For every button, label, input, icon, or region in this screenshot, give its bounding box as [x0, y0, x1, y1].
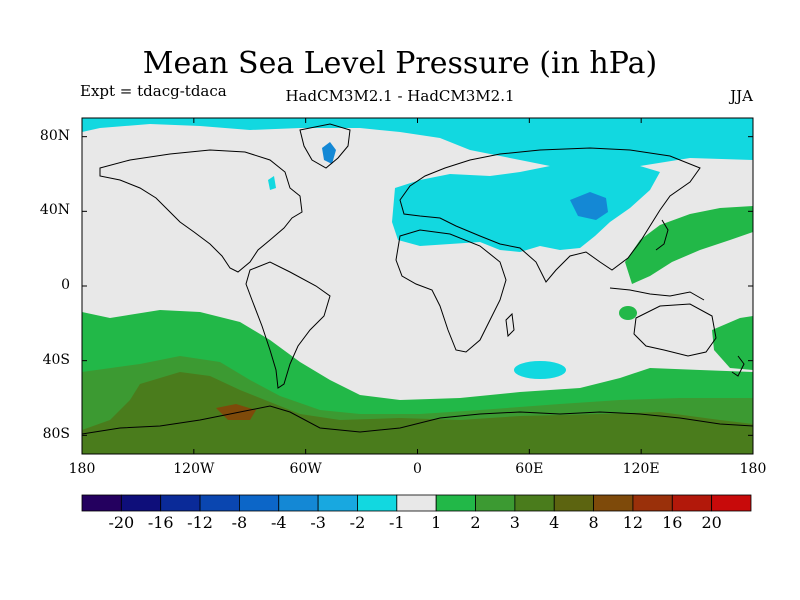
greenland-coast [299, 123, 351, 169]
colorbar-label: -1 [389, 513, 405, 532]
colorbar-label: -2 [349, 513, 366, 532]
y-tick-label: 40N [39, 202, 70, 219]
model-label: HadCM3M2.1 - HadCM3M2.1 [285, 87, 515, 105]
colorbar-swatch [475, 494, 516, 512]
colorbar-label: -4 [270, 513, 287, 532]
x-tick-label: 60W [289, 461, 322, 477]
colorbar-label: 4 [549, 513, 560, 532]
madagascar-coast [505, 312, 515, 338]
eurasia-negative-anomaly [392, 160, 660, 252]
maritime-positive-anomaly [619, 306, 637, 320]
colorbar [81, 494, 752, 512]
colorbar-label: 3 [509, 513, 520, 532]
colorbar-label: -3 [310, 513, 326, 532]
colorbar-swatch [278, 494, 319, 512]
x-tick-label: 0 [413, 461, 422, 477]
colorbar-swatch [317, 494, 358, 512]
antarctic-olive [82, 372, 753, 454]
eurasia-coast [399, 147, 701, 283]
colorbar-swatch [396, 494, 437, 512]
y-tick-label: 80S [42, 426, 70, 443]
colorbar-label: 8 [588, 513, 599, 532]
axis-ticks [81, 118, 754, 454]
colorbar-label: 12 [622, 513, 644, 532]
colorbar-swatch [120, 494, 162, 512]
y-tick-label: 40S [42, 351, 70, 368]
experiment-label: Expt = tdacg-tdaca [80, 82, 227, 100]
colorbar-label: -20 [108, 513, 135, 532]
colorbar-swatch [632, 494, 673, 512]
north-america-coast [99, 149, 303, 273]
africa-coast [395, 229, 507, 353]
colorbar-swatch [711, 494, 752, 512]
y-tick-label: 0 [61, 277, 70, 293]
x-tick-label: 180 [739, 461, 767, 477]
colorbar-swatch [199, 494, 240, 512]
colorbar-swatch [357, 494, 398, 512]
season-label: JJA [730, 87, 753, 105]
central-asia-core [570, 192, 608, 220]
x-tick-label: 120E [622, 461, 660, 477]
indonesia-coast [609, 287, 705, 301]
coastlines [82, 123, 753, 435]
colorbar-label: -12 [187, 513, 213, 532]
north-pacific-positive-anomaly [625, 206, 753, 284]
tasman-positive-anomaly [712, 316, 753, 370]
colorbar-label: 20 [701, 513, 722, 532]
colorbar-label: 16 [662, 513, 683, 532]
colorbar-swatch [553, 494, 594, 512]
pressure-anomaly-field [82, 118, 753, 454]
antarctic-brown [216, 404, 256, 420]
colorbar-label: -16 [147, 513, 174, 532]
colorbar-label: -8 [231, 513, 248, 532]
colorbar-swatch [671, 494, 713, 512]
south-atlantic-negative-anomaly [514, 361, 566, 379]
page-title: Mean Sea Level Pressure (in hPa) [142, 46, 658, 81]
greenland-negative-anomaly [322, 142, 336, 164]
colorbar-swatch [593, 494, 634, 512]
colorbar-swatch [81, 494, 122, 512]
arctic-negative-anomaly [82, 118, 753, 172]
y-tick-label: 80N [39, 127, 70, 144]
x-tick-label: 60E [515, 461, 544, 477]
x-tick-label: 180 [68, 461, 96, 477]
canada-negative-anomaly [268, 176, 276, 190]
australia-coast [633, 303, 717, 357]
colorbar-label: 2 [470, 513, 481, 532]
colorbar-swatch [160, 494, 201, 512]
new-zealand-coast [731, 355, 745, 377]
colorbar-label: 1 [431, 513, 442, 532]
japan-coast [655, 219, 669, 251]
south-america-coast [245, 261, 331, 389]
colorbar-swatch [435, 494, 476, 512]
antarctica-coast [82, 405, 753, 435]
colorbar-swatch [514, 494, 555, 512]
x-tick-label: 120W [173, 461, 215, 477]
colorbar-swatch [239, 494, 280, 512]
